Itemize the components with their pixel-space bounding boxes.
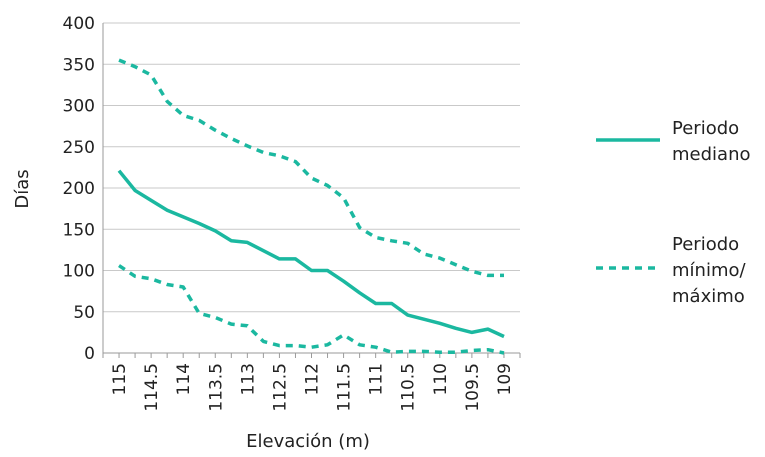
x-tick-label: 115 [110, 363, 130, 395]
y-tick-label: 50 [73, 303, 95, 323]
y-axis-title: Días [12, 169, 33, 208]
x-tick-label: 114 [174, 363, 194, 395]
y-tick-label: 0 [84, 344, 95, 364]
x-tick-label: 110 [431, 363, 451, 395]
legend: Periodo mediano Periodo mínimo/máximo [596, 118, 751, 307]
x-tick-label: 111 [367, 363, 387, 395]
series-line-1 [117, 169, 505, 339]
y-tick-label: 150 [63, 220, 95, 240]
x-tick-label: 113.5 [206, 363, 226, 412]
series-line-3 [118, 264, 505, 355]
x-tick-label: 109 [495, 363, 515, 395]
x-tick-label: 114.5 [142, 363, 162, 412]
series-lines [117, 58, 505, 355]
y-tick-label: 100 [63, 262, 95, 282]
legend-item: Periodo mediano [596, 118, 751, 165]
x-tick-label: 109.5 [463, 363, 483, 412]
x-tick-marks [102, 353, 521, 358]
legend-label: mínimo/ [672, 260, 746, 281]
x-tick-labels: 115 114.5 114 113.5 113 112.5 112 111.5 111 110.5… [110, 363, 515, 412]
y-tick-label: 250 [63, 138, 95, 158]
y-tick-label: 300 [63, 97, 95, 117]
y-tick-labels: 0 50 100 150 200 250 300 350 400 [63, 14, 95, 364]
x-tick-label: 112 [303, 363, 323, 395]
legend-item: Periodo mínimo/máximo [596, 234, 746, 307]
legend-label: mediano [672, 144, 751, 165]
x-tick-label: 111.5 [335, 363, 355, 412]
legend-label: Periodo [672, 234, 739, 255]
y-tick-label: 350 [63, 55, 95, 75]
x-tick-label: 113 [238, 363, 258, 395]
y-tick-label: 200 [63, 179, 95, 199]
y-tick-label: 400 [63, 14, 95, 34]
x-axis-title: Elevación (m) [246, 431, 370, 452]
series-line-2 [118, 58, 504, 278]
x-tick-label: 110.5 [399, 363, 419, 412]
legend-label: Periodo [672, 118, 739, 139]
grid-lines [103, 22, 520, 313]
legend-label: máximo [672, 286, 745, 307]
x-tick-label: 112.5 [270, 363, 290, 412]
